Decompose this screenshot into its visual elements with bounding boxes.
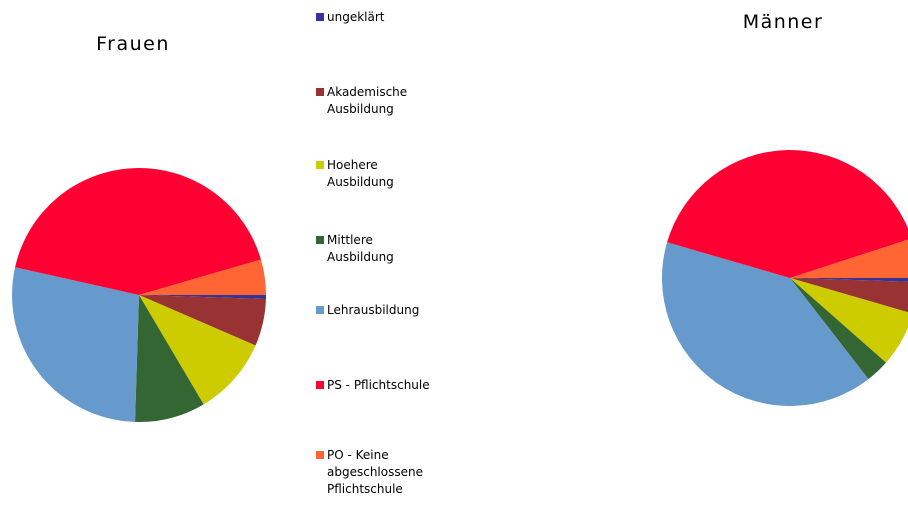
legend-label: ungeklärt (327, 10, 385, 24)
legend-label: Hoehere Ausbildung (327, 158, 394, 189)
legend-swatch (316, 451, 324, 459)
chart-title: Männer (743, 11, 824, 33)
pie-slice (139, 295, 266, 299)
legend-swatch (316, 306, 324, 314)
pie-slice (139, 295, 266, 346)
legend-swatch (316, 88, 324, 96)
legend-label: Akademische Ausbildung (327, 85, 408, 116)
legend-item: Akademische Ausbildung (316, 84, 466, 118)
legend-swatch (316, 161, 324, 169)
legend-label: PO - Keine abgeschlossene Pflichtschule (327, 448, 423, 496)
pie-slice (790, 278, 908, 282)
pie-slice (790, 239, 908, 278)
pie-slice (790, 278, 908, 363)
legend-item: Lehrausbildung (316, 302, 466, 319)
legend-swatch (316, 13, 324, 21)
legend-item: ungeklärt (316, 9, 466, 26)
legend-swatch (316, 381, 324, 389)
legend-label: Mittlere Ausbildung (327, 233, 394, 264)
chart-title: Frauen (96, 33, 170, 55)
pie-slice (139, 295, 256, 405)
legend-item: Mittlere Ausbildung (316, 232, 466, 266)
legend-label: Lehrausbildung (327, 303, 420, 317)
legend-swatch (316, 236, 324, 244)
pie-slice (12, 267, 139, 422)
pie-slice (790, 278, 887, 380)
pie-slice (135, 295, 204, 422)
legend-item: Hoehere Ausbildung (316, 157, 466, 191)
pie-slice (15, 167, 261, 295)
pie-slice (790, 278, 908, 313)
legend-item: PO - Keine abgeschlossene Pflichtschule (316, 447, 466, 498)
pie-slice (662, 242, 869, 407)
pie-slice (139, 259, 266, 295)
legend-item: PS - Pflichtschule (316, 377, 466, 394)
legend-label: PS - Pflichtschule (327, 378, 430, 392)
pie-slice (667, 150, 908, 278)
